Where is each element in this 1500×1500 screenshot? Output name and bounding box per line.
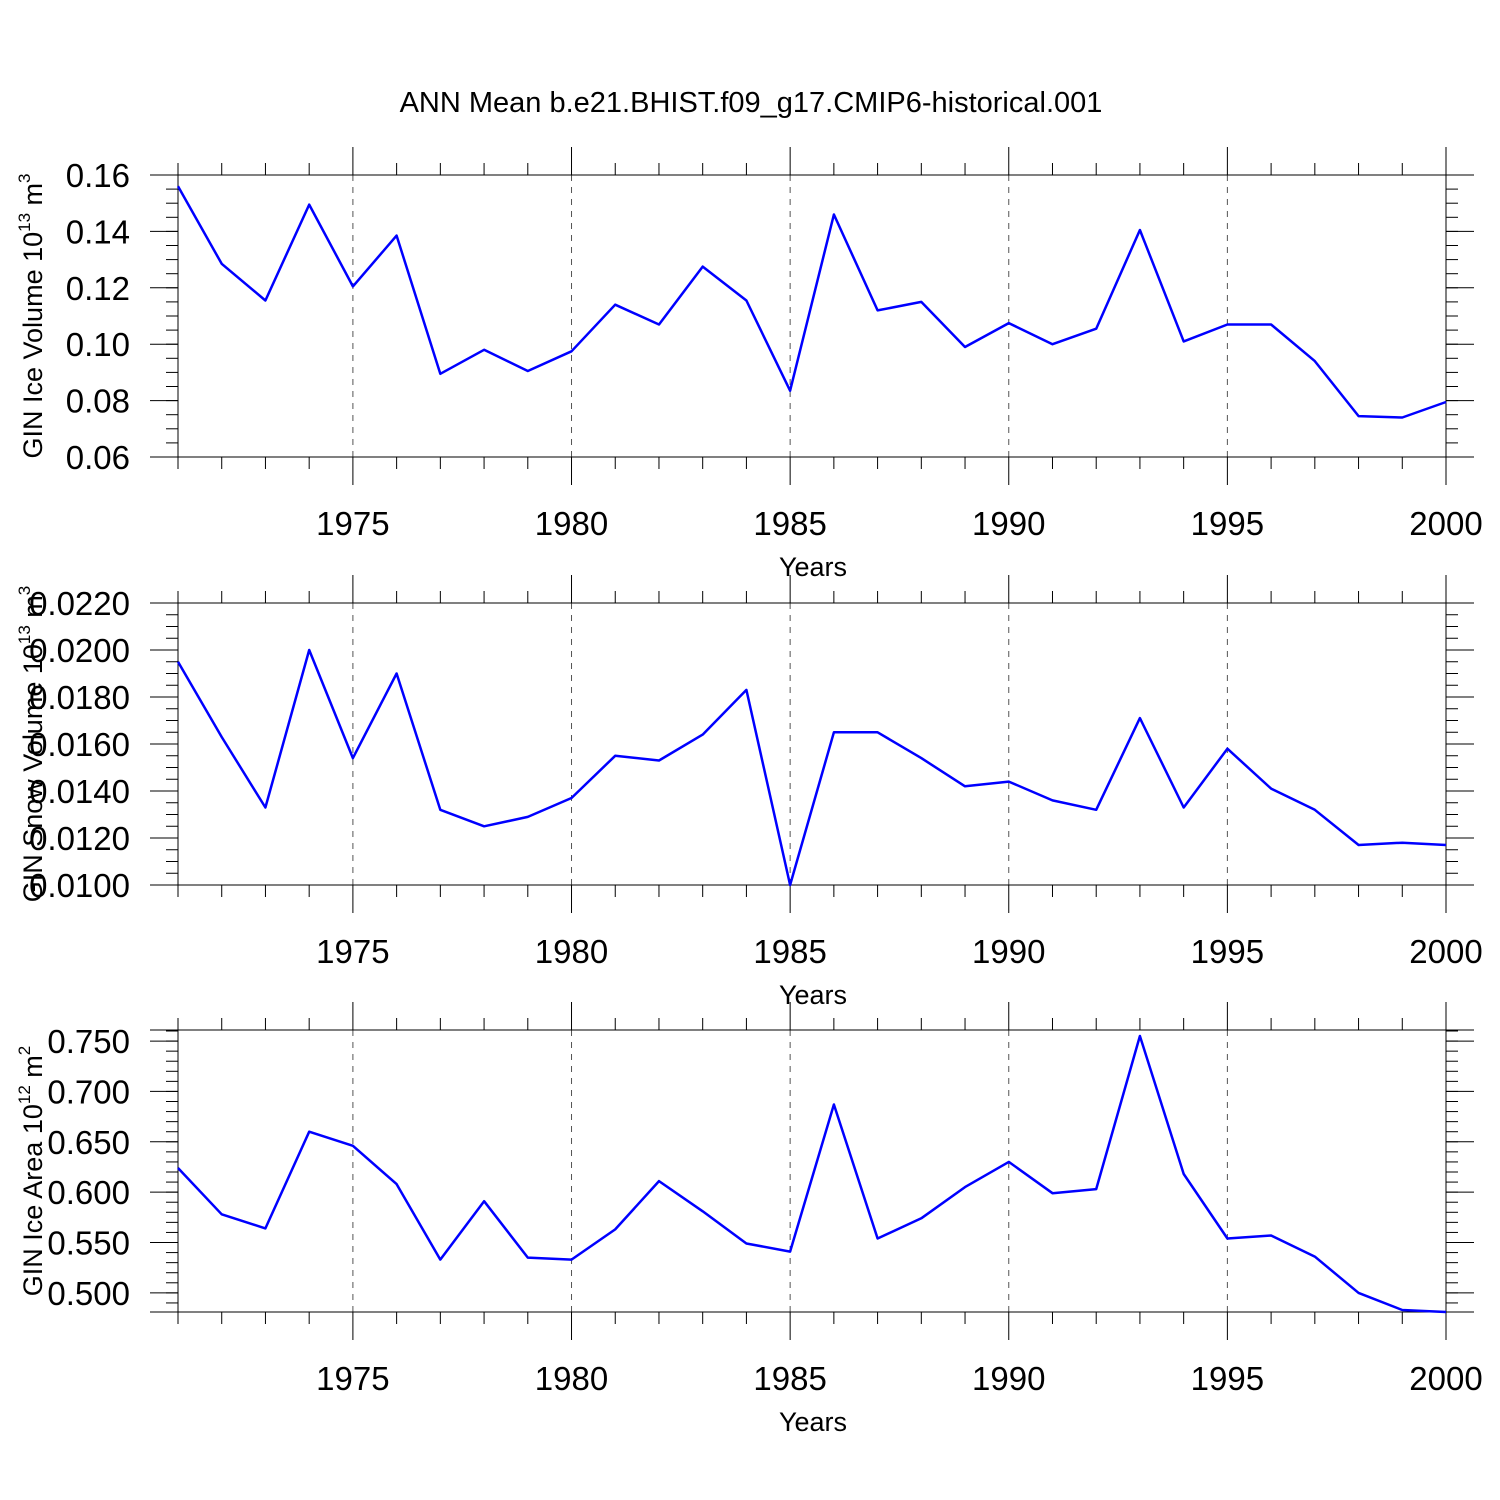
x-tick-label: 1990 <box>972 1360 1045 1397</box>
series-line <box>176 185 1447 419</box>
y-tick-label: 0.0160 <box>29 726 130 763</box>
y-tick-label: 0.0100 <box>29 867 130 904</box>
y-tick-label: 0.0120 <box>29 820 130 857</box>
x-tick-label: 1995 <box>1191 933 1264 970</box>
y-tick-label: 0.0220 <box>29 585 130 622</box>
x-tick-label: 1975 <box>316 505 389 542</box>
x-axis-label: Years <box>779 552 847 582</box>
x-tick-label: 1990 <box>972 933 1045 970</box>
series-line <box>177 1034 1447 1314</box>
panel-3: 1975 1980 1985 1990 1995 2000 0.500 0.550 0.600 0… <box>15 1002 1483 1437</box>
y-tick-label: 0.0180 <box>29 679 130 716</box>
x-tick-label: 2000 <box>1409 505 1482 542</box>
panels: 1975 1980 1985 1990 1995 2000 0.06 0.08 0.10 0.12… <box>15 147 1483 1437</box>
x-tick-label: 1985 <box>753 933 826 970</box>
x-axis-label: Years <box>779 1407 847 1437</box>
y-tick-label: 0.700 <box>47 1073 130 1110</box>
y-tick-label: 0.12 <box>66 270 130 307</box>
y-axis-label: GIN Ice Volume 1013 m3 <box>15 173 48 458</box>
x-tick-label: 2000 <box>1409 1360 1482 1397</box>
y-tick-label: 0.16 <box>66 157 130 194</box>
y-tick-label: 0.650 <box>47 1124 130 1161</box>
x-tick-label: 1980 <box>535 1360 608 1397</box>
series-line <box>176 648 1447 887</box>
y-tick-label: 0.0200 <box>29 632 130 669</box>
x-tick-label: 1975 <box>316 933 389 970</box>
x-tick-label: 1985 <box>753 505 826 542</box>
x-tick-label: 1995 <box>1191 505 1264 542</box>
y-tick-label: 0.550 <box>47 1225 130 1262</box>
y-axis-label: GIN Ice Area 1012 m2 <box>15 1046 48 1297</box>
x-tick-label: 1980 <box>535 933 608 970</box>
y-tick-label: 0.500 <box>47 1275 130 1312</box>
y-tick-label: 0.14 <box>66 213 130 250</box>
y-tick-label: 0.06 <box>66 439 130 476</box>
y-tick-label: 0.750 <box>47 1023 130 1060</box>
y-tick-label: 0.08 <box>66 383 130 420</box>
y-axis-label: GIN Snow Volume 1013 m3 <box>15 586 48 903</box>
y-tick-label: 0.10 <box>66 326 130 363</box>
chart-title: ANN Mean b.e21.BHIST.f09_g17.CMIP6-histo… <box>400 87 1103 119</box>
x-tick-label: 1985 <box>753 1360 826 1397</box>
y-tick-label: 0.0140 <box>29 773 130 810</box>
x-tick-label: 1975 <box>316 1360 389 1397</box>
x-tick-label: 2000 <box>1409 933 1482 970</box>
panel-1: 1975 1980 1985 1990 1995 2000 0.06 0.08 0.10 0.12… <box>15 147 1483 582</box>
panel-2: 1975 1980 1985 1990 1995 2000 0.0100 0.0120 0.01… <box>15 575 1483 1010</box>
x-axis-label: Years <box>779 980 847 1010</box>
x-tick-label: 1995 <box>1191 1360 1264 1397</box>
x-tick-label: 1990 <box>972 505 1045 542</box>
x-tick-label: 1980 <box>535 505 608 542</box>
y-tick-label: 0.600 <box>47 1174 130 1211</box>
